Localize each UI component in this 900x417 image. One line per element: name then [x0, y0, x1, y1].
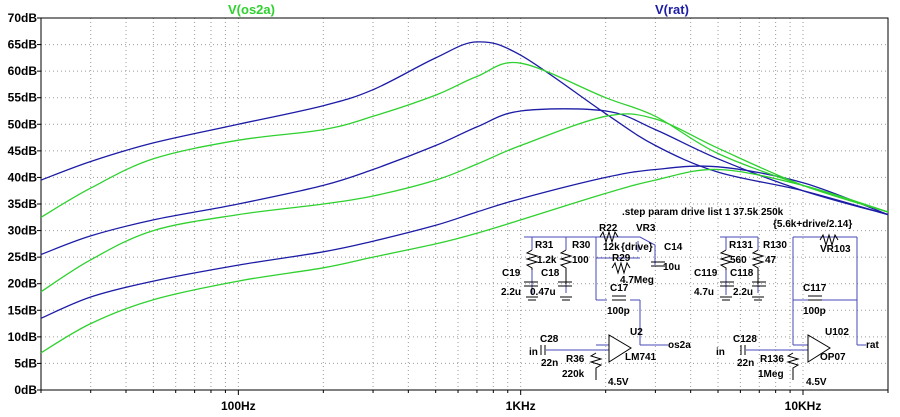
y-tick-label: 5dB	[14, 356, 37, 370]
value-c19: 2.2u	[501, 287, 521, 298]
label-c117: C117	[803, 283, 827, 294]
y-tick-label: 30dB	[8, 224, 38, 238]
grid	[41, 18, 888, 390]
y-tick-label: 70dB	[8, 11, 38, 25]
value-r136: 1Meg	[758, 369, 784, 380]
label-c119: C119	[694, 268, 718, 279]
value-r30: 100	[572, 255, 589, 266]
label-r36: R36	[566, 354, 585, 365]
value-c119: 4.7u	[694, 287, 714, 298]
label-r30: R30	[572, 240, 591, 251]
net-rat: rat	[866, 340, 879, 351]
net-in-right: in	[716, 347, 725, 358]
y-tick-label: 25dB	[8, 250, 38, 264]
value-c17: 100p	[607, 306, 630, 317]
series-rat-2	[40, 165, 889, 319]
circuit-schematic: .step param drive list 1 37.5k 250k{5.6k…	[501, 207, 879, 388]
legend-rat-label: V(rat)	[655, 2, 689, 17]
label-vr103: VR103	[820, 244, 851, 255]
y-tick-label: 20dB	[8, 277, 38, 291]
y-tick-label: 15dB	[8, 303, 38, 317]
label-r131: R131	[729, 240, 753, 251]
y-tick-label: 10dB	[8, 330, 38, 344]
step-directive: .step param drive list 1 37.5k 250k	[622, 207, 784, 218]
value-vr3: {drive}	[621, 242, 653, 253]
value-r36: 220k	[562, 369, 585, 380]
value-r130: 47	[765, 255, 777, 266]
legend-os2a: V(os2a)	[228, 2, 275, 17]
label-r31: R31	[535, 240, 554, 251]
y-tick-label: 35dB	[8, 197, 38, 211]
value-r31: 1.2k	[537, 255, 557, 266]
y-tick-label: 0dB	[14, 383, 37, 397]
value-c28: 22n	[541, 358, 558, 369]
label-c17: C17	[610, 283, 629, 294]
label-r22: R22	[599, 223, 618, 234]
label-r29: R29	[612, 253, 631, 264]
label-vr3: VR3	[636, 223, 656, 234]
value-r131: 560	[730, 255, 747, 266]
plot-frame	[40, 17, 889, 391]
series-group	[40, 41, 889, 354]
model-u102: OP07	[820, 352, 846, 363]
y-tick-label: 65dB	[8, 38, 38, 52]
x-tick-label: 1KHz	[506, 399, 536, 413]
x-tick-label: 100Hz	[221, 399, 256, 413]
value-c14: 10u	[663, 262, 680, 273]
label-r136: R136	[760, 354, 784, 365]
series-os2a-5	[40, 168, 889, 354]
legend-os2a-label: V(os2a)	[228, 2, 275, 17]
label-c14: C14	[664, 242, 683, 253]
value-r22: 12k	[603, 242, 620, 253]
vr103-expression: {5.6k+drive/2.14}	[773, 219, 852, 230]
y-tick-label: 60dB	[8, 64, 38, 78]
series-rat-0	[40, 41, 889, 216]
bias-left: 4.5V	[608, 377, 629, 388]
net-os2a: os2a	[668, 340, 691, 351]
value-c128: 22n	[737, 358, 754, 369]
label-u2: U2	[630, 327, 643, 338]
y-tick-label: 50dB	[8, 117, 38, 131]
series-os2a-3	[40, 61, 889, 218]
x-tick-label: 10KHz	[785, 399, 822, 413]
y-tick-label: 40dB	[8, 170, 38, 184]
label-c118: C118	[730, 268, 754, 279]
y-tick-label: 55dB	[8, 91, 38, 105]
value-c118: 2.2u	[733, 287, 753, 298]
series-rat-1	[40, 108, 889, 256]
label-c19: C19	[502, 268, 521, 279]
y-tick-label: 45dB	[8, 144, 38, 158]
label-c128: C128	[733, 334, 757, 345]
model-u2: LM741	[625, 352, 657, 363]
value-c18: 0.47u	[530, 287, 556, 298]
series-os2a-4	[40, 113, 889, 293]
axes: 0dB 5dB 10dB 15dB 20dB 25dB 30dB 35dB 40dB 45dB 50…	[8, 11, 889, 413]
legend-rat: V(rat)	[655, 2, 689, 17]
label-u102: U102	[825, 327, 849, 338]
label-c28: C28	[540, 334, 559, 345]
bias-right: 4.5V	[806, 377, 827, 388]
label-c18: C18	[541, 268, 560, 279]
label-r130: R130	[763, 240, 787, 251]
net-in-left: in	[529, 347, 538, 358]
value-r29: 4.7Meg	[620, 275, 654, 286]
value-c117: 100p	[803, 306, 826, 317]
